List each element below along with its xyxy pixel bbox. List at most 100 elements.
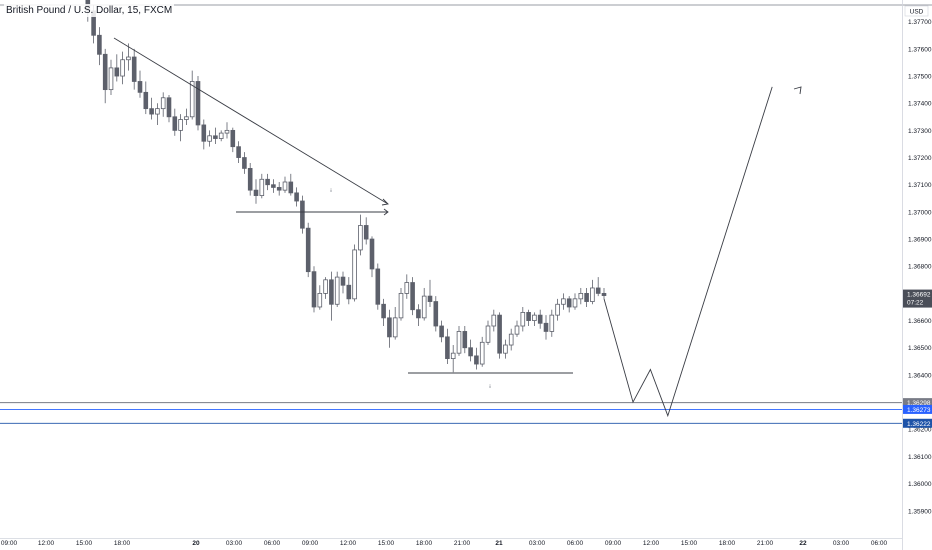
time-tick-label: 21:00 bbox=[757, 540, 774, 547]
level-price-label: 1.36273 bbox=[903, 404, 932, 414]
candle bbox=[555, 298, 560, 321]
price-tick-label: 1.37100 bbox=[908, 182, 932, 189]
candle bbox=[468, 339, 473, 362]
horizontal-levels bbox=[0, 402, 902, 424]
candle bbox=[543, 315, 549, 340]
candle bbox=[392, 306, 398, 340]
candle-body bbox=[526, 312, 531, 321]
candle-body bbox=[456, 331, 462, 354]
candle-body bbox=[543, 322, 549, 332]
candle bbox=[131, 48, 137, 90]
candle-body bbox=[520, 312, 526, 327]
candle bbox=[334, 271, 340, 307]
candle bbox=[491, 309, 497, 332]
svg-text:1.36692: 1.36692 bbox=[907, 292, 931, 299]
candle bbox=[311, 266, 317, 313]
candle-body bbox=[236, 146, 241, 158]
candle-body bbox=[439, 325, 444, 338]
candle-body bbox=[572, 298, 578, 308]
svg-text:07:22: 07:22 bbox=[907, 300, 924, 307]
drawing-marker-icon: ⅱ bbox=[489, 384, 491, 390]
candle bbox=[381, 298, 386, 327]
candle bbox=[358, 214, 363, 256]
candle-body bbox=[468, 347, 473, 357]
candle bbox=[149, 97, 154, 120]
candle bbox=[520, 306, 526, 332]
time-tick-label: 06:00 bbox=[567, 540, 584, 547]
candle-body bbox=[595, 287, 601, 294]
candle bbox=[363, 217, 369, 245]
candle bbox=[329, 271, 334, 321]
candle-body bbox=[404, 282, 410, 294]
candle bbox=[590, 279, 595, 305]
candle bbox=[271, 179, 276, 193]
candle-body bbox=[566, 298, 572, 308]
candle bbox=[375, 263, 381, 310]
candle bbox=[218, 130, 224, 142]
candle-body bbox=[288, 181, 294, 194]
candle-body bbox=[514, 325, 520, 335]
price-axis[interactable]: 1.37700 1.37600 1.37500 1.37400 1.37300 1.372… bbox=[902, 0, 932, 550]
candle-body bbox=[381, 303, 386, 319]
candle bbox=[485, 320, 491, 346]
candle-body bbox=[160, 97, 166, 110]
candle bbox=[282, 176, 288, 193]
price-tick-label: 1.36400 bbox=[908, 372, 932, 379]
candle-body bbox=[230, 129, 236, 148]
candle bbox=[352, 244, 357, 302]
candle-body bbox=[224, 129, 230, 134]
candle-body bbox=[601, 292, 607, 296]
candle bbox=[126, 43, 131, 71]
candle-body bbox=[503, 344, 508, 354]
candle-body bbox=[271, 184, 276, 188]
candle-body bbox=[532, 314, 537, 321]
candle-body bbox=[155, 108, 160, 115]
candle-body bbox=[259, 178, 265, 196]
price-tick-label: 1.37700 bbox=[908, 19, 932, 26]
candle bbox=[172, 108, 178, 136]
time-tick-label: 18:00 bbox=[719, 540, 736, 547]
candle bbox=[410, 277, 415, 316]
candle-body bbox=[294, 192, 299, 202]
candle bbox=[143, 81, 149, 115]
price-tick-label: 1.37000 bbox=[908, 209, 932, 216]
candle bbox=[137, 70, 143, 98]
candle-body bbox=[352, 249, 357, 300]
price-tick-label: 1.37500 bbox=[908, 74, 932, 81]
candle-body bbox=[305, 227, 311, 273]
candle-body bbox=[114, 67, 120, 77]
candle-body bbox=[578, 292, 584, 300]
candle bbox=[276, 182, 282, 196]
time-tick-label: 21 bbox=[495, 540, 503, 547]
candle-body bbox=[126, 56, 131, 61]
candle bbox=[346, 277, 352, 305]
candle bbox=[242, 152, 247, 174]
projection-path[interactable] bbox=[603, 86, 773, 418]
candle-body bbox=[410, 282, 415, 311]
candle-body bbox=[195, 81, 201, 126]
drawings: ⅱ ⅱ bbox=[113, 37, 802, 418]
arrow-head-icon bbox=[381, 198, 389, 206]
time-tick-label: 03:00 bbox=[226, 540, 243, 547]
candle-body bbox=[247, 168, 253, 191]
candle bbox=[532, 312, 537, 327]
candle-body bbox=[189, 81, 195, 118]
candle bbox=[450, 345, 456, 373]
time-tick-label: 18:00 bbox=[114, 540, 131, 547]
time-axis[interactable]: 09:00 12:00 15:00 18:00 20 03:00 06:00 09:00 12:… bbox=[0, 538, 902, 548]
time-tick-label: 03:00 bbox=[529, 540, 546, 547]
candle-body bbox=[462, 331, 468, 349]
descending-trend-line[interactable] bbox=[113, 37, 389, 205]
candle-body bbox=[387, 317, 392, 338]
candle bbox=[474, 347, 479, 370]
candle-body bbox=[497, 314, 502, 354]
candle bbox=[514, 320, 520, 337]
price-tick-label: 1.37200 bbox=[908, 155, 932, 162]
candle bbox=[300, 195, 305, 234]
candle-body bbox=[369, 238, 375, 270]
price-tick-label: 1.36800 bbox=[908, 264, 932, 271]
time-tick-label: 06:00 bbox=[871, 540, 888, 547]
